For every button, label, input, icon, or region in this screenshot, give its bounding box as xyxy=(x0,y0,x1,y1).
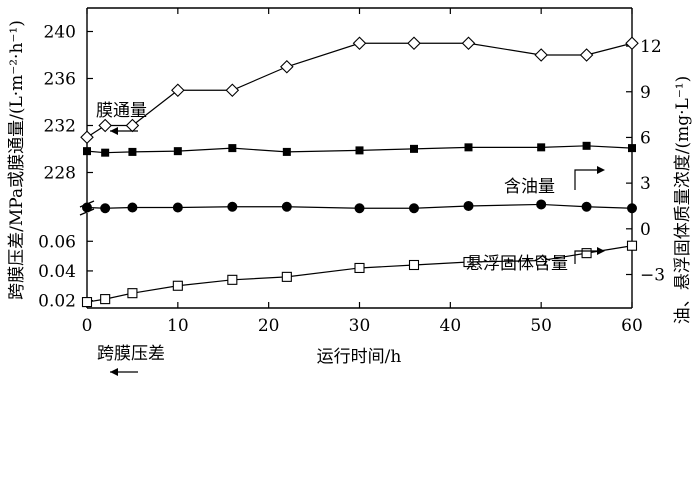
data-point xyxy=(537,143,546,152)
series-layer xyxy=(80,36,639,308)
data-point xyxy=(281,271,292,282)
data-point xyxy=(582,141,591,150)
arrow-oil xyxy=(574,169,599,190)
data-point xyxy=(461,36,476,51)
y-left-lower-tick-label: 0.06 xyxy=(38,232,76,252)
data-point xyxy=(625,36,639,51)
data-point xyxy=(352,36,367,51)
data-point xyxy=(100,203,111,214)
data-point xyxy=(227,201,238,212)
data-point xyxy=(127,288,138,299)
data-point xyxy=(581,201,592,212)
data-point xyxy=(579,48,594,62)
y-left-upper-tick-label: 240 xyxy=(44,23,76,43)
data-point xyxy=(100,294,111,305)
data-point xyxy=(128,147,137,156)
annotation-flux: 膜通量 xyxy=(96,101,147,135)
data-point xyxy=(464,143,473,152)
y-right-tick-label: −3 xyxy=(640,265,665,285)
data-point xyxy=(125,118,140,133)
y-right-tick-label: 3 xyxy=(640,174,651,194)
data-point xyxy=(354,262,365,274)
x-tick-label: 50 xyxy=(530,316,552,336)
data-point xyxy=(80,130,94,145)
annotation-oil: 含油量 xyxy=(504,166,605,197)
arrowhead-ss xyxy=(597,247,605,255)
data-point xyxy=(355,146,364,155)
series-line-1 xyxy=(86,145,633,154)
x-tick-label: 60 xyxy=(621,316,643,336)
data-point xyxy=(534,48,548,62)
y-right-tick-label: 0 xyxy=(640,220,651,240)
x-tick-label: 30 xyxy=(349,316,371,336)
data-point xyxy=(407,36,421,51)
y-axis-right-title: 油、悬浮固体质量浓度/(mg·L⁻¹) xyxy=(673,76,693,324)
x-tick-label: 0 xyxy=(82,316,93,336)
arrowhead-oil xyxy=(597,166,605,174)
annotation-ss: 悬浮固体含量 xyxy=(466,247,605,274)
annotation-oil-label: 含油量 xyxy=(504,177,555,197)
data-point xyxy=(463,200,474,211)
annotation-flux-label: 膜通量 xyxy=(96,101,147,121)
data-point xyxy=(173,147,182,156)
y-right-tick-label: 6 xyxy=(640,128,651,148)
data-point xyxy=(354,203,365,214)
data-point xyxy=(463,256,474,268)
data-point xyxy=(227,274,238,285)
data-point xyxy=(172,202,183,213)
data-point xyxy=(98,118,112,133)
arrowhead-tmp xyxy=(110,368,118,376)
y-right-tick-label: 12 xyxy=(640,37,662,57)
ticks: 0 10 20 30 40 50 60 228 232 236 240 0.02 0.04 0.06 −3 0… xyxy=(38,8,665,336)
y-left-upper-tick-label: 228 xyxy=(44,164,76,184)
x-tick-label: 40 xyxy=(440,316,462,336)
y-left-upper-tick-label: 232 xyxy=(44,117,76,137)
data-point xyxy=(626,240,638,251)
y-axis-left-title: 跨膜压差/MPa或膜通量/(L·m⁻²·h⁻¹) xyxy=(7,20,27,300)
data-point xyxy=(628,144,636,153)
y-left-lower-tick-label: 0.04 xyxy=(38,262,76,282)
x-tick-label: 20 xyxy=(258,316,280,336)
data-point xyxy=(127,202,138,213)
data-point xyxy=(581,248,592,259)
y-left-lower-tick-label: 0.02 xyxy=(38,292,76,312)
series-line-0 xyxy=(86,42,633,138)
data-point xyxy=(281,201,292,212)
data-point xyxy=(171,83,185,98)
y-left-upper-tick-label: 236 xyxy=(44,70,76,90)
data-point xyxy=(409,203,419,214)
data-point xyxy=(172,280,183,291)
x-tick-label: 10 xyxy=(167,316,189,336)
data-point xyxy=(83,147,91,156)
arrowhead-flux xyxy=(110,127,118,135)
data-point xyxy=(228,144,237,153)
data-point xyxy=(408,259,420,271)
data-point xyxy=(282,147,291,156)
data-point xyxy=(627,203,637,214)
data-point xyxy=(536,199,547,210)
data-point xyxy=(81,297,93,308)
data-point xyxy=(536,255,547,266)
data-point xyxy=(225,83,240,98)
data-point xyxy=(82,202,92,213)
annotation-ss-label: 悬浮固体含量 xyxy=(466,254,568,274)
annotation-tmp-label: 跨膜压差 xyxy=(97,344,165,364)
data-point xyxy=(410,144,418,153)
data-point xyxy=(280,59,294,74)
annotation-tmp: 跨膜压差 xyxy=(97,344,165,376)
x-axis-title: 运行时间/h xyxy=(317,347,402,367)
data-point xyxy=(101,148,110,157)
arrow-ss xyxy=(574,250,599,264)
y-right-tick-label: 9 xyxy=(640,83,651,103)
